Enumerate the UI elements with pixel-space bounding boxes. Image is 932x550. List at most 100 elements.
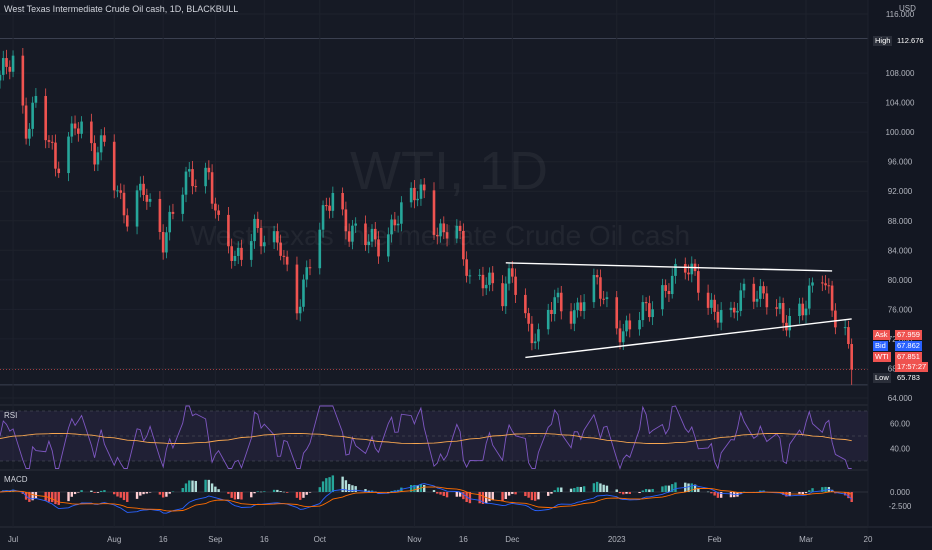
time-label: 16 [159,535,168,544]
candle-body [762,286,765,294]
macd-histogram-bar [103,490,106,492]
macd-histogram-bar [116,492,119,497]
macd-histogram-bar [547,492,550,496]
candle-body [638,320,641,330]
candle-body [445,232,449,239]
chart-title[interactable]: West Texas Intermediate Crude Oil cash, … [4,4,239,14]
macd-histogram-bar [693,484,697,492]
macd-histogram-bar [729,492,733,498]
macd-axis-label: -2.500 [889,502,912,511]
macd-histogram-bar [207,479,211,492]
candle-body [455,225,459,239]
candle-body [295,264,299,314]
candle-body [370,228,374,242]
candle-body [325,205,328,207]
macd-label[interactable]: MACD [4,475,28,484]
candle-body [347,231,351,242]
macd-axis-label: 0.000 [890,488,911,497]
candle-body [524,294,527,314]
macd-histogram-bar [135,492,139,499]
candle-body [256,218,260,229]
candle-body [184,171,188,195]
macd-histogram-bar [413,484,416,492]
candle-body [321,205,325,230]
macd-histogram-bar [488,492,491,502]
candle-body [752,283,756,302]
candle-body [788,315,791,331]
candle-body [103,135,106,142]
candle-body [670,275,674,295]
macd-histogram-bar [625,492,628,494]
macd-histogram-bar [139,492,142,496]
candle-body [706,292,710,308]
currency-label: USD [899,4,916,13]
candle-body [710,299,713,308]
candle-body [230,246,233,261]
candle-body [843,327,847,329]
rsi-label[interactable]: RSI [4,411,18,420]
macd-histogram-bar [302,492,305,498]
candle-body [227,214,230,247]
candle-body [116,190,119,192]
high-tag-value: 112.676 [895,36,926,46]
macd-histogram-bar [161,492,165,498]
macd-histogram-bar [113,492,116,495]
candle-body [57,168,61,174]
time-label: 16 [459,535,468,544]
macd-histogram-bar [576,486,579,492]
macd-histogram-bar [798,492,801,495]
candle-body [272,231,276,243]
candle-body [112,141,116,191]
macd-histogram-bar [439,492,442,495]
candle-body [364,223,367,246]
candle-body [511,268,514,277]
candle-body [546,309,550,330]
macd-histogram-bar [318,487,321,492]
candle-body [73,123,77,129]
macd-histogram-bar [569,488,573,492]
candle-body [217,210,220,215]
macd-histogram-bar [279,491,282,492]
candle-body [759,286,762,299]
time-label: Oct [314,535,327,544]
triangle-trendline [505,262,833,272]
macd-histogram-bar [801,492,804,495]
candle-body [90,121,93,144]
triangle-trendline [525,318,852,359]
candle-body [778,303,782,309]
candle-body [719,310,723,323]
macd-histogram-bar [364,489,367,492]
macd-histogram-bar [328,477,331,492]
candle-body [618,328,622,343]
high-tag-label: High [873,36,893,46]
candle-body [621,331,625,343]
candle-body [641,302,645,321]
time-axis[interactable]: Jul Aug 16 Sep 16 Oct Nov 16 Dec 2023 Feb Mar 20 [8,535,873,544]
candle-body [481,274,485,289]
macd-histogram-bar [321,481,325,492]
macd-histogram-bar [47,492,51,502]
macd-histogram-bar [282,491,286,493]
candle-body [285,256,289,265]
candle-body [755,298,759,302]
candle-body [99,135,103,153]
macd-histogram-bar [325,478,328,492]
macd-histogram-bar [667,485,671,492]
macd-histogram-bar [644,488,648,492]
candle-body [648,303,651,318]
macd-histogram-bar [96,492,100,493]
price-label: 64.000 [888,394,913,403]
candle-body [191,169,194,187]
candle-body [413,187,416,201]
macd-histogram-bar [462,492,465,500]
macd-histogram-bar [54,492,57,505]
macd-histogram-bar [850,492,853,503]
macd-histogram-bar [661,486,664,492]
macd-histogram-bar [99,490,103,492]
candle-body [595,274,599,278]
candle-body [507,268,511,284]
candle-body [559,292,563,312]
candle-body [605,297,609,300]
macd-histogram-bar [409,485,413,492]
